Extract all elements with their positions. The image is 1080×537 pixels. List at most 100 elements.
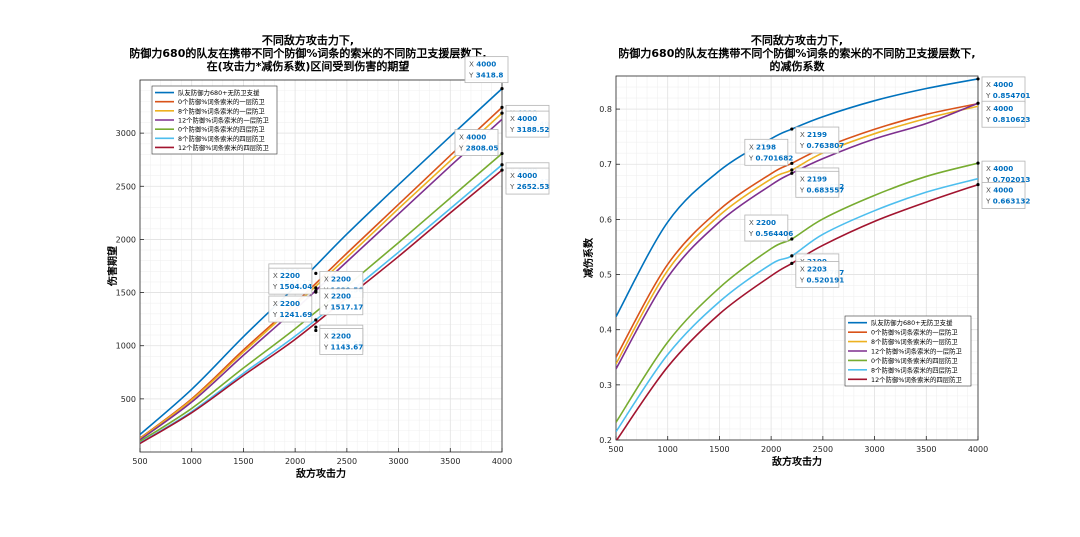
chart-title-line: 不同敌方攻击力下, xyxy=(751,33,843,47)
datatip-y-label: Y 1517.17 xyxy=(323,303,363,312)
x-tick-label: 3500 xyxy=(916,445,936,454)
legend-entry: 0个防御%词条索米的四层防卫 xyxy=(178,125,265,134)
datatip-y-value: 0.810623 xyxy=(993,115,1031,124)
datatip-box xyxy=(795,261,840,288)
datatip-box xyxy=(795,170,840,198)
datatip-x-label: X 2200 xyxy=(324,292,351,301)
datatip-y-value: 1504.04 xyxy=(280,282,313,291)
datatip-x-label: X 2198 xyxy=(749,142,776,151)
datatip-y-value: 1143.67 xyxy=(331,342,364,351)
datatip-y-value: 2652.53 xyxy=(517,182,550,191)
datatip-y-label: Y 0.810623 xyxy=(985,115,1030,124)
datatip-y-value: 0.763807 xyxy=(807,141,845,150)
chart-title-line: 在(攻击力*减伤系数)区间受到伤害的期望 xyxy=(207,59,410,73)
datatip-box xyxy=(454,129,499,156)
datatip-y-label: Y 0.702013 xyxy=(985,175,1030,184)
y-axis-label: 减伤系数 xyxy=(582,237,595,278)
datatip-y-value: 0.683557 xyxy=(807,185,845,194)
datatip-x-value: 4000 xyxy=(993,80,1013,89)
datatip-x-label: X 4000 xyxy=(986,104,1013,113)
right-chart: 不同敌方攻击力下,防御力680的队友在携带不同个防御%词条的索米的不同防卫支援层… xyxy=(582,33,1030,468)
datatip-x-value: 2200 xyxy=(280,299,300,308)
series-line xyxy=(616,183,978,440)
datatip-box xyxy=(319,328,364,355)
datatip-x-label: X 2200 xyxy=(273,299,300,308)
datatip-x-value: 2200 xyxy=(280,271,300,280)
datatip-x-value: 4000 xyxy=(993,164,1013,173)
datatip-x-value: 4000 xyxy=(466,133,486,142)
datatip-x-label: X 2199 xyxy=(800,130,827,139)
datatip-x-value: 2200 xyxy=(331,331,351,340)
x-tick-label: 1000 xyxy=(658,445,678,454)
datatip-x-label: X 2200 xyxy=(749,218,776,227)
datatip-y-value: 1517.17 xyxy=(331,303,364,312)
datatip-y-label: Y 2808.05 xyxy=(458,144,498,153)
x-tick-label: 500 xyxy=(132,457,147,466)
y-tick-label: 1000 xyxy=(116,342,136,351)
x-tick-label: 1500 xyxy=(709,445,729,454)
datatip-y-value: 0.702013 xyxy=(993,175,1031,184)
datatip-y-label: Y 1143.67 xyxy=(323,342,363,351)
legend-entry: 8个防御%词条索米的四层防卫 xyxy=(871,365,958,374)
x-tick-label: 2000 xyxy=(761,445,781,454)
datatip-y-label: Y 0.663132 xyxy=(985,197,1030,206)
x-tick-label: 1000 xyxy=(182,457,202,466)
datatip-marker xyxy=(790,161,794,165)
datatip-marker xyxy=(500,87,504,91)
datatip-marker xyxy=(500,105,504,109)
datatip-marker xyxy=(976,161,980,165)
legend-entry: 8个防御%词条索米的一层防卫 xyxy=(871,337,958,346)
datatip-y-label: Y 2652.53 xyxy=(509,182,549,191)
legend-entry: 12个防御%词条索米的一层防卫 xyxy=(871,347,963,356)
x-axis-label: 敌方攻击力 xyxy=(296,467,346,480)
datatip-y-label: Y 3188.52 xyxy=(509,125,549,134)
x-tick-label: 1500 xyxy=(233,457,253,466)
chart-title-line: 防御力680的队友在携带不同个防御%词条的索米的不同防卫支援层数下, xyxy=(618,46,975,60)
datatip-marker xyxy=(790,261,794,266)
datatip-x-label: X 2199 xyxy=(800,174,827,183)
x-tick-label: 4000 xyxy=(968,445,988,454)
datatip-x-label: X 4000 xyxy=(986,186,1013,195)
y-tick-label: 2000 xyxy=(116,235,136,244)
y-tick-label: 0.7 xyxy=(599,160,612,169)
datatip-box xyxy=(744,214,789,242)
datatip-box xyxy=(319,288,364,316)
datatip-x-value: 4000 xyxy=(993,104,1013,113)
datatip-x-value: 2198 xyxy=(756,142,776,151)
series-line xyxy=(616,78,978,318)
series-line xyxy=(616,102,978,358)
datatip-y-value: 2808.05 xyxy=(466,144,499,153)
datatip-y-label: Y 1504.04 xyxy=(272,282,312,291)
y-tick-label: 0.4 xyxy=(599,326,612,335)
datatip-x-label: X 4000 xyxy=(459,133,486,142)
datatip-marker xyxy=(500,163,504,167)
datatip-x-label: X 2200 xyxy=(273,271,300,280)
legend-entry: 12个防御%词条索米的四层防卫 xyxy=(178,143,270,152)
datatip-marker xyxy=(500,151,504,156)
datatip-marker xyxy=(790,171,794,175)
datatip-x-value: 2199 xyxy=(807,174,827,183)
datatip-y-value: 3188.52 xyxy=(517,125,550,134)
datatip-marker xyxy=(314,286,318,290)
y-tick-label: 1500 xyxy=(116,289,136,298)
datatip-x-value: 2200 xyxy=(331,292,351,301)
x-tick-label: 2500 xyxy=(813,445,833,454)
datatip-marker xyxy=(314,271,318,275)
chart-title-line: 的减伤系数 xyxy=(770,59,826,73)
datatip-box xyxy=(505,110,550,138)
datatip-y-value: 3418.8 xyxy=(476,71,504,80)
datatip-y-label: Y 0.683557 xyxy=(799,185,844,194)
datatip-marker xyxy=(314,290,318,294)
datatip-marker xyxy=(500,111,504,115)
x-tick-label: 500 xyxy=(608,445,623,454)
datatip-x-label: X 2200 xyxy=(324,331,351,340)
x-tick-label: 4000 xyxy=(492,457,512,466)
legend-entry: 12个防御%词条索米的一层防卫 xyxy=(178,116,270,125)
series-line xyxy=(616,177,978,433)
datatip-x-value: 2200 xyxy=(331,274,351,283)
x-tick-label: 3000 xyxy=(864,445,884,454)
datatip-box xyxy=(268,295,313,323)
datatip-x-label: X 2203 xyxy=(800,264,827,273)
datatip-box xyxy=(505,167,550,195)
